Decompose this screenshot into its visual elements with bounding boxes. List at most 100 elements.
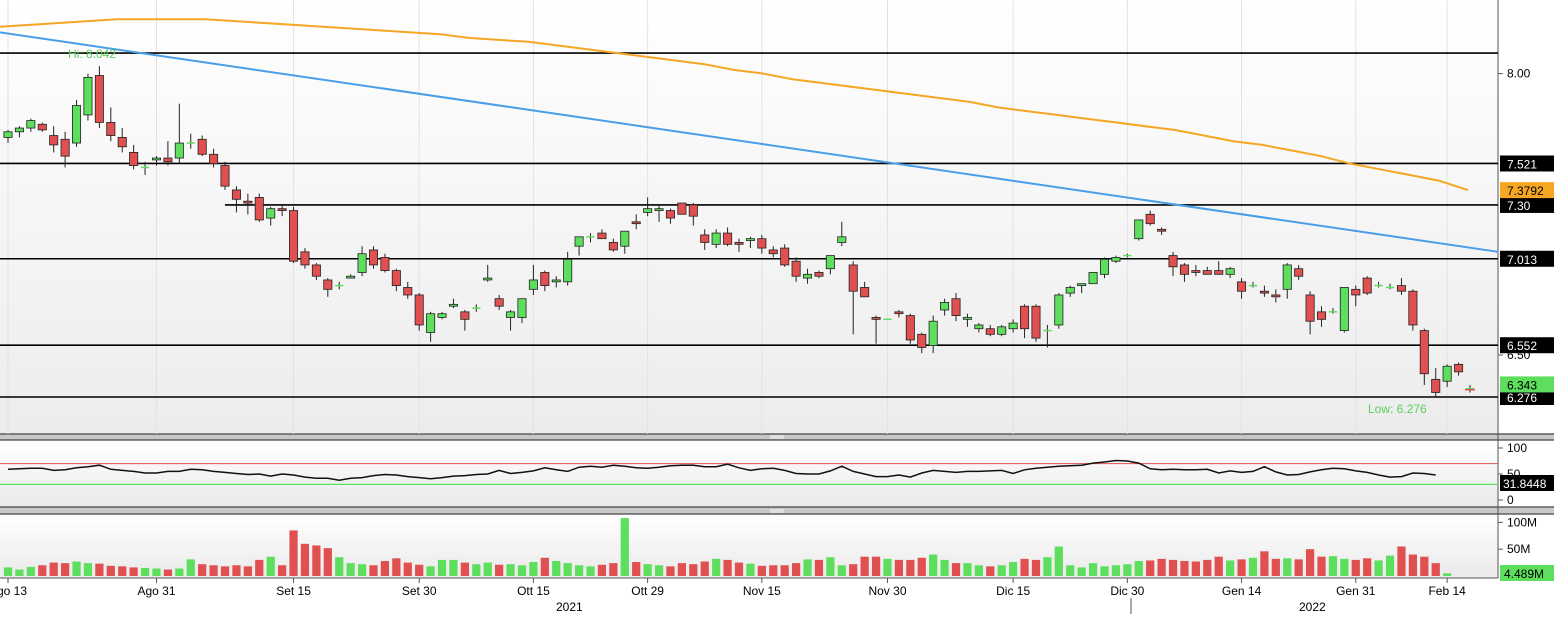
volume-bar bbox=[1317, 556, 1326, 576]
volume-bar bbox=[552, 560, 561, 576]
year-label-2021: 2021 bbox=[556, 600, 583, 614]
volume-bar bbox=[1077, 567, 1086, 576]
volume-bar bbox=[72, 561, 81, 576]
volume-bar bbox=[929, 554, 938, 576]
candle-body bbox=[94, 75, 104, 123]
candle-body bbox=[1259, 290, 1269, 294]
level-price-label-bg bbox=[1500, 388, 1554, 405]
candle-body bbox=[551, 279, 561, 283]
volume-bar bbox=[209, 565, 218, 576]
rsi-last-label-bg bbox=[1500, 475, 1554, 491]
sma-price-label-bg bbox=[1500, 182, 1554, 199]
candle-body bbox=[1454, 363, 1464, 373]
x-tick-label: Ago 13 bbox=[0, 584, 27, 598]
volume-bar bbox=[769, 565, 778, 576]
volume-bar bbox=[734, 562, 744, 576]
separator-grip[interactable] bbox=[770, 509, 784, 513]
candle-body bbox=[734, 242, 744, 245]
candle-body bbox=[1282, 264, 1292, 290]
volume-bar bbox=[460, 562, 469, 576]
volume-bar bbox=[472, 564, 481, 576]
volume-bar bbox=[951, 563, 961, 576]
candle-body bbox=[26, 120, 36, 129]
candle-body bbox=[323, 279, 333, 290]
volume-bar bbox=[1283, 558, 1292, 576]
volume-bar bbox=[997, 565, 1006, 576]
volume-bar bbox=[597, 564, 607, 576]
volume-bar bbox=[677, 563, 687, 576]
volume-bar bbox=[1191, 561, 1200, 576]
candle-body bbox=[997, 326, 1007, 335]
volume-bar bbox=[346, 563, 355, 576]
candle-body bbox=[780, 247, 790, 266]
volume-bar bbox=[1111, 565, 1121, 576]
candle-body bbox=[426, 313, 436, 333]
x-tick-label: Set 15 bbox=[276, 584, 311, 598]
candle-body bbox=[1134, 219, 1144, 240]
x-tick-label: Set 30 bbox=[402, 584, 437, 598]
candle-body bbox=[151, 157, 161, 161]
candle-body bbox=[1099, 258, 1110, 275]
volume-bar bbox=[963, 563, 972, 576]
level-price-label: 6.276 bbox=[1507, 391, 1537, 405]
volume-bar bbox=[152, 568, 161, 576]
volume-bar bbox=[95, 563, 104, 576]
candle-body bbox=[254, 197, 264, 221]
candle-body bbox=[231, 189, 241, 200]
x-tick-label: Feb 14 bbox=[1428, 584, 1466, 598]
volume-bar bbox=[415, 564, 424, 576]
volume-bar bbox=[837, 565, 846, 576]
volume-bar bbox=[1043, 557, 1052, 576]
candle-body bbox=[1431, 378, 1441, 393]
level-price-label-bg bbox=[1500, 250, 1554, 267]
candle-body bbox=[768, 249, 778, 255]
candle-body bbox=[289, 210, 299, 262]
candle-body bbox=[1179, 264, 1189, 275]
candle-body bbox=[574, 236, 584, 247]
volume-bar bbox=[1020, 558, 1029, 576]
volume-bar bbox=[186, 559, 195, 576]
candle-body bbox=[300, 251, 310, 266]
candle-body bbox=[745, 238, 755, 241]
candle-body bbox=[37, 123, 47, 131]
volume-bar bbox=[369, 565, 378, 576]
candle-body bbox=[1442, 365, 1452, 382]
candle-body bbox=[1008, 322, 1018, 330]
volume-bar bbox=[506, 564, 515, 576]
volume-bar bbox=[323, 548, 332, 576]
volume-bar bbox=[654, 565, 664, 576]
candle-body bbox=[437, 313, 447, 318]
candle-body bbox=[311, 264, 321, 277]
volume-bar bbox=[1134, 560, 1143, 576]
candle-body bbox=[665, 210, 675, 219]
volume-bar bbox=[803, 559, 812, 576]
volume-bar bbox=[26, 566, 35, 576]
volume-bar bbox=[392, 558, 401, 576]
separator-grip[interactable] bbox=[770, 435, 784, 439]
candle-body bbox=[1191, 270, 1201, 273]
x-tick-label: Ott 29 bbox=[631, 584, 664, 598]
volume-bar bbox=[1146, 560, 1155, 576]
volume-bar bbox=[15, 569, 24, 576]
volume-bar bbox=[1123, 564, 1132, 576]
volume-bar bbox=[300, 543, 310, 576]
volume-last-label-bg bbox=[1500, 565, 1554, 581]
volume-bar bbox=[700, 561, 709, 576]
candle-body bbox=[757, 238, 767, 249]
volume-bar bbox=[712, 558, 721, 576]
candle-body bbox=[1031, 305, 1041, 339]
candle-body bbox=[711, 232, 721, 245]
candle-body bbox=[1362, 277, 1372, 294]
candle-body bbox=[1396, 285, 1406, 292]
moving-average-line bbox=[0, 18, 1469, 192]
volume-bar bbox=[1203, 559, 1212, 576]
candle-body bbox=[894, 311, 904, 315]
volume-bar bbox=[449, 559, 458, 576]
volume-bar bbox=[529, 562, 538, 576]
volume-bar bbox=[380, 560, 390, 576]
volume-bar bbox=[849, 564, 858, 576]
volume-bar bbox=[232, 565, 241, 576]
y-tick-label: 8.00 bbox=[1507, 67, 1531, 81]
